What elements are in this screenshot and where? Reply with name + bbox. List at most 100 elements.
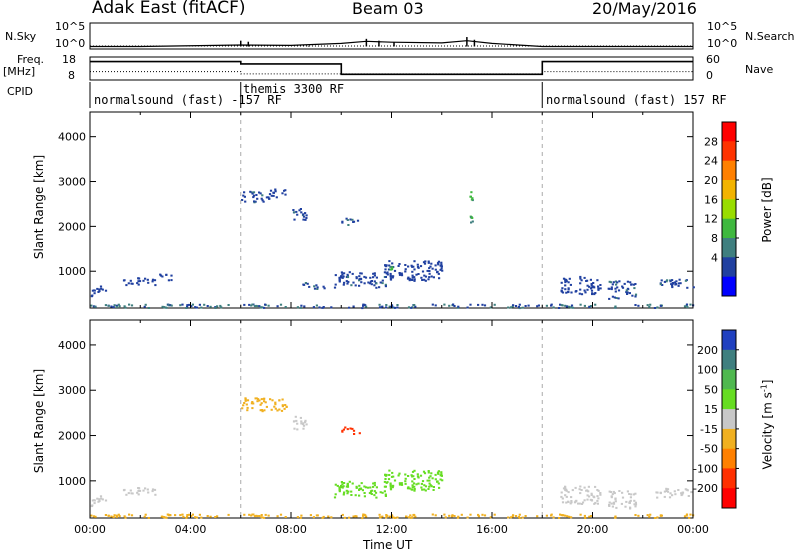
velocity-cell-2-0 <box>270 408 273 411</box>
power-cell-16-130 <box>552 306 555 309</box>
velocity-cell-1-3 <box>144 487 147 490</box>
velocity-cell-10-91 <box>614 516 617 519</box>
power-cell-13-10 <box>596 279 599 282</box>
power-cell-13-58 <box>560 290 563 293</box>
velocity-cell-6-22 <box>428 476 431 479</box>
freq-tick-high: 18 <box>62 53 76 66</box>
power-cell-9-48 <box>427 261 430 264</box>
power-cell-9-45 <box>440 263 443 266</box>
velocity-scale-tick-label-7: -200 <box>693 482 718 495</box>
power-cell-9-79 <box>392 275 395 278</box>
power-cell-8-5 <box>369 276 372 279</box>
velocity-cell-6-77 <box>420 486 423 489</box>
velocity-scale-label-end: ] <box>760 379 775 385</box>
velocity-cell-5-26 <box>384 493 387 496</box>
power-cell-8-18 <box>384 283 387 286</box>
velocity-cell-0-7 <box>90 505 93 508</box>
power-cell-8-30 <box>340 271 343 274</box>
power-cell-2-5 <box>165 273 168 276</box>
power-cell-13-13 <box>565 291 568 294</box>
power-cell-16-163 <box>594 303 597 306</box>
velocity-cell-8-37 <box>634 503 638 506</box>
velocity-cell-7-34 <box>596 489 599 491</box>
power-cell-3-25 <box>251 192 254 195</box>
power-cell-8-60 <box>338 280 341 283</box>
velocity-cell-8-13 <box>634 501 637 504</box>
velocity-cell-6-58 <box>428 479 431 482</box>
velocity-cell-6-18 <box>391 486 394 489</box>
velocity-cell-7-14 <box>565 495 568 498</box>
power-cell-8-63 <box>360 281 363 284</box>
velocity-cell-10-158 <box>536 515 539 518</box>
power-cell-14-8 <box>610 286 613 289</box>
power-ytick-label-0: 4000 <box>58 131 86 144</box>
velocity-cell-5-28 <box>381 491 384 494</box>
power-cell-16-167 <box>571 306 575 309</box>
velocity-cell-10-5 <box>182 515 185 518</box>
velocity-cell-10-23 <box>509 516 513 519</box>
power-cell-2-7 <box>159 274 163 277</box>
velocity-cell-2-43 <box>250 402 253 405</box>
power-cell-16-131 <box>570 306 573 309</box>
power-cell-16-63 <box>521 306 524 309</box>
power-cell-3-10 <box>244 200 247 203</box>
velocity-cell-6-46 <box>389 485 392 488</box>
power-cell-3-21 <box>268 197 271 200</box>
power-cell-14-17 <box>628 292 631 295</box>
velocity-cell-5-43 <box>340 484 343 487</box>
power-cell-8-12 <box>373 272 376 275</box>
velocity-cell-7-6 <box>594 485 597 488</box>
power-cell-8-45 <box>346 276 350 279</box>
power-cell-16-30 <box>396 306 399 309</box>
power-cell-16-121 <box>181 303 184 306</box>
velocity-cell-10-63 <box>489 516 492 519</box>
velocity-cell-6-67 <box>422 470 426 473</box>
velocity-cell-6-45 <box>400 483 404 486</box>
power-cell-9-3 <box>389 272 392 275</box>
velocity-cell-2-24 <box>260 398 263 401</box>
power-cell-14-13 <box>615 297 618 299</box>
velocity-cell-10-159 <box>92 515 96 518</box>
velocity-cell-8-40 <box>628 501 631 504</box>
velocity-cell-10-10 <box>477 515 480 518</box>
power-cell-14-22 <box>623 282 626 285</box>
power-cell-16-47 <box>163 306 166 309</box>
velocity-cell-10-113 <box>188 513 191 516</box>
velocity-cell-7-31 <box>586 498 589 501</box>
power-cell-9-95 <box>398 272 401 274</box>
power-cell-8-1 <box>341 273 344 276</box>
power-cell-15-27 <box>659 283 662 286</box>
velocity-cell-6-66 <box>436 471 440 474</box>
velocity-cell-10-84 <box>107 514 110 517</box>
power-cell-16-135 <box>123 305 126 308</box>
velocity-cell-10-173 <box>124 516 127 519</box>
velocity-cell-2-36 <box>278 399 281 402</box>
power-cell-16-154 <box>185 307 188 309</box>
power-cell-16-96 <box>634 304 637 306</box>
velocity-cell-5-39 <box>379 491 382 494</box>
velocity-cell-7-16 <box>574 486 577 489</box>
velocity-cell-10-29 <box>518 517 521 519</box>
power-cell-16-158 <box>514 305 518 307</box>
power-cell-11-3 <box>470 198 473 201</box>
power-cell-16-95 <box>568 305 571 308</box>
velocity-cell-10-25 <box>451 514 454 517</box>
power-cell-2-6 <box>161 275 164 278</box>
power-cell-9-26 <box>428 276 431 279</box>
velocity-scale-swatch-6 <box>722 448 736 469</box>
power-cell-16-92 <box>561 304 564 307</box>
power-cell-9-89 <box>388 264 391 267</box>
velocity-cell-6-78 <box>385 481 388 484</box>
power-scale-frame <box>721 121 737 297</box>
nsearch-tick-low: 10^0 <box>707 37 738 50</box>
power-scale-swatch-8 <box>722 276 736 297</box>
power-cell-16-179 <box>170 304 173 307</box>
velocity-cell-10-171 <box>194 516 197 519</box>
power-cell-3-2 <box>241 199 244 201</box>
power-cell-16-67 <box>253 305 256 308</box>
velocity-cell-7-39 <box>593 496 596 499</box>
velocity-cell-10-134 <box>300 514 303 517</box>
power-cell-5-15 <box>302 218 305 221</box>
power-cell-5-7 <box>302 215 306 218</box>
velocity-cell-3-15 <box>296 428 299 431</box>
